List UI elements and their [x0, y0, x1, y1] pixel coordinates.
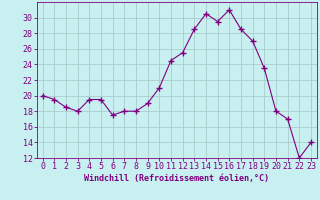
X-axis label: Windchill (Refroidissement éolien,°C): Windchill (Refroidissement éolien,°C)	[84, 174, 269, 183]
